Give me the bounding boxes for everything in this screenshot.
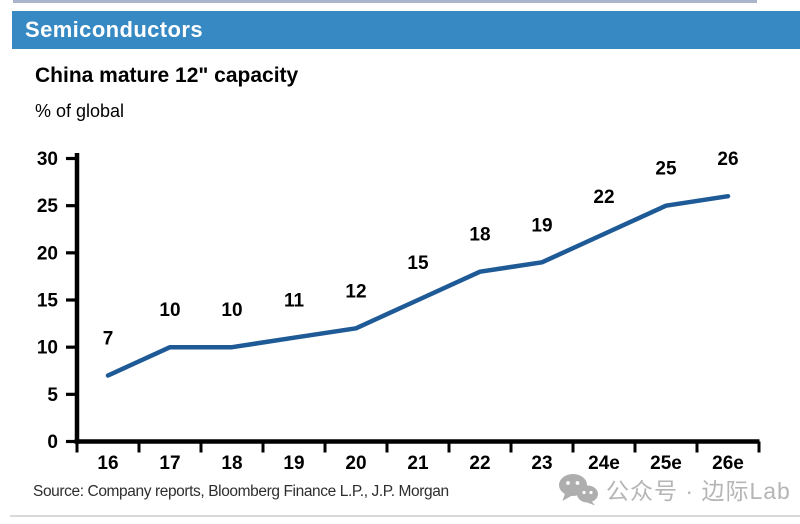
svg-text:25: 25 [655,159,677,180]
svg-text:11: 11 [284,291,305,312]
data-labels: 7 10 10 11 12 15 18 19 22 25 26 [103,149,739,349]
svg-text:22: 22 [593,187,614,208]
svg-text:20: 20 [345,453,366,474]
watermark: 公众号 · 边际Lab [558,472,791,506]
svg-text:0: 0 [47,432,58,453]
svg-text:19: 19 [531,215,552,236]
axis-labels: 0 5 10 15 20 25 30 16 17 18 19 20 21 22 23 24e 25e 26e [37,149,744,474]
series-line [105,193,731,378]
watermark-text: 公众号 · 边际Lab [606,478,791,504]
section-title: Semiconductors [25,17,203,42]
svg-text:5: 5 [47,385,58,406]
svg-text:25e: 25e [650,453,682,474]
svg-text:17: 17 [159,453,180,474]
svg-text:30: 30 [37,149,58,170]
ticks [66,156,761,453]
svg-text:10: 10 [221,300,242,321]
svg-text:18: 18 [221,453,242,474]
source-note: Source: Company reports, Bloomberg Finan… [33,483,449,500]
svg-text:21: 21 [407,453,429,474]
svg-text:7: 7 [103,328,114,349]
wechat-icon [558,473,599,506]
chart-title: China mature 12" capacity [35,64,299,87]
svg-text:10: 10 [37,338,58,359]
svg-text:15: 15 [37,291,59,312]
bottom-divider [10,515,800,517]
svg-text:12: 12 [345,281,366,302]
chart-y-axis-unit-label: % of global [35,101,125,121]
svg-text:23: 23 [531,453,552,474]
svg-text:26: 26 [717,149,738,170]
svg-text:19: 19 [283,453,304,474]
top-divider [13,0,757,3]
svg-text:10: 10 [159,300,180,321]
svg-text:15: 15 [407,253,429,274]
section-header-bar: Semiconductors [12,11,800,49]
svg-text:25: 25 [37,196,59,217]
svg-text:22: 22 [469,453,490,474]
svg-text:20: 20 [37,243,58,264]
svg-text:16: 16 [97,453,118,474]
svg-text:18: 18 [469,225,490,246]
svg-text:26e: 26e [712,453,744,474]
svg-text:24e: 24e [588,453,620,474]
